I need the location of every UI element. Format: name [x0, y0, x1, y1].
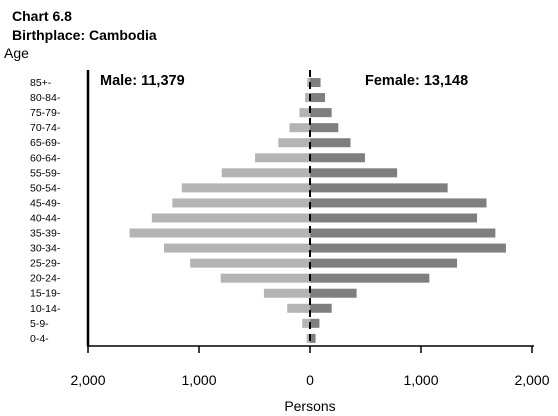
male-bar — [287, 303, 310, 313]
age-group-label: 55-59- — [30, 167, 61, 179]
male-bar — [289, 123, 310, 133]
female-bar — [310, 318, 320, 328]
age-group-label: 85+- — [30, 77, 52, 89]
female-bar — [310, 183, 448, 193]
female-bar — [310, 288, 357, 298]
female-total-label: Female: 13,148 — [365, 73, 468, 89]
age-group-label: 5-9- — [30, 318, 49, 330]
age-group-label: 75-79- — [30, 107, 61, 119]
male-bar — [190, 258, 310, 268]
x-tick-label: 1,000 — [181, 372, 216, 388]
male-bar — [172, 198, 310, 208]
female-bar — [310, 243, 506, 253]
female-bar — [310, 153, 365, 163]
age-group-label: 65-69- — [30, 137, 61, 149]
male-total-label: Male: 11,379 — [100, 73, 185, 89]
age-group-label: 10-14- — [30, 303, 61, 315]
female-bar — [310, 228, 496, 238]
male-bar — [263, 288, 310, 298]
chart-title: Chart 6.8 — [12, 8, 72, 24]
female-bar — [310, 138, 351, 148]
female-bar — [310, 198, 487, 208]
male-bar — [278, 138, 310, 148]
chart-subtitle: Birthplace: Cambodia — [12, 27, 157, 43]
x-tick-label: 0 — [306, 372, 314, 388]
male-bar — [181, 183, 310, 193]
male-bar — [129, 228, 310, 238]
age-group-label: 15-19- — [30, 288, 61, 300]
age-group-label: 70-74- — [30, 122, 61, 134]
male-bar — [302, 318, 310, 328]
bars — [129, 78, 506, 343]
x-axis-label: Persons — [284, 398, 335, 414]
male-bar — [306, 333, 310, 343]
male-bar — [305, 93, 310, 103]
x-tick-label: 1,000 — [403, 372, 438, 388]
female-bar — [310, 333, 316, 343]
female-bar — [310, 108, 332, 118]
age-group-label: 0-4- — [30, 333, 49, 345]
x-tick-label: 2,000 — [70, 372, 105, 388]
female-bar — [310, 78, 321, 88]
male-bar — [164, 243, 310, 253]
female-bar — [310, 213, 478, 223]
age-group-label: 45-49- — [30, 197, 61, 209]
age-group-label: 40-44- — [30, 212, 61, 224]
age-group-label: 35-39- — [30, 228, 61, 240]
female-bar — [310, 168, 398, 178]
male-bar — [307, 78, 310, 88]
male-bar — [255, 153, 310, 163]
female-bar — [310, 258, 458, 268]
female-bar — [310, 303, 332, 313]
male-bar — [220, 273, 310, 283]
female-bar — [310, 273, 430, 283]
age-group-label: 50-54- — [30, 182, 61, 194]
age-group-label: 60-64- — [30, 152, 61, 164]
age-group-label: 25-29- — [30, 258, 61, 270]
x-axis-ticks: 2,000 1,000 0 1,000 2,000 — [70, 346, 550, 388]
age-group-label: 30-34- — [30, 243, 61, 255]
female-bar — [310, 93, 325, 103]
age-group-label: 80-84- — [30, 92, 61, 104]
male-bar — [151, 213, 310, 223]
y-axis-label: Age — [4, 45, 29, 61]
female-bar — [310, 123, 339, 133]
x-tick-label: 2,000 — [514, 372, 549, 388]
age-group-label: 20-24- — [30, 273, 61, 285]
male-bar — [221, 168, 310, 178]
male-bar — [299, 108, 310, 118]
age-group-labels: 85+- 80-84- 75-79- 70-74- 65-69- 60-64- 55-59-… — [30, 77, 61, 345]
